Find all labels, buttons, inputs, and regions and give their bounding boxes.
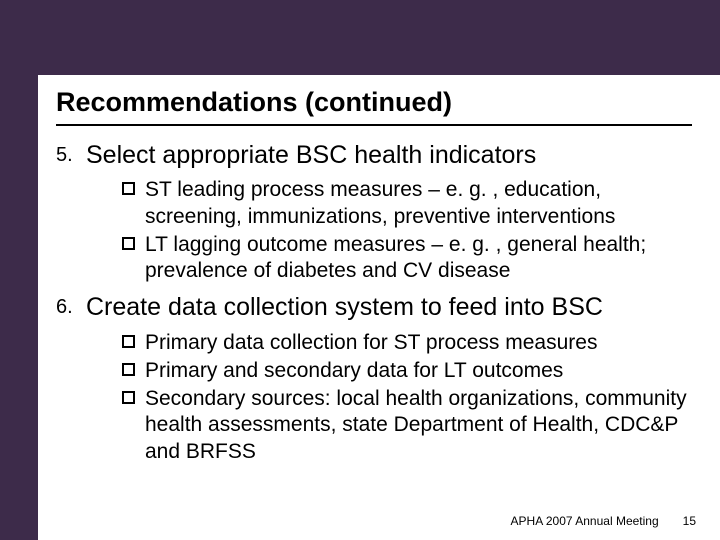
item-number: 5.: [56, 140, 86, 286]
sidebar: [0, 0, 38, 540]
square-bullet-icon: [122, 182, 135, 195]
page-number: 15: [683, 514, 696, 528]
sub-text: Primary and secondary data for LT outcom…: [145, 358, 563, 384]
list-item: 5. Select appropriate BSC health indicat…: [56, 140, 692, 286]
list-item: 6. Create data collection system to feed…: [56, 292, 692, 467]
sub-text: Secondary sources: local health organiza…: [145, 386, 692, 465]
sub-item: LT lagging outcome measures – e. g. , ge…: [122, 232, 692, 285]
square-bullet-icon: [122, 363, 135, 376]
top-bar: [0, 0, 720, 75]
item-text: Select appropriate BSC health indicators: [86, 140, 692, 171]
square-bullet-icon: [122, 335, 135, 348]
sub-text: Primary data collection for ST process m…: [145, 330, 597, 356]
sub-item: ST leading process measures – e. g. , ed…: [122, 177, 692, 230]
sub-text: ST leading process measures – e. g. , ed…: [145, 177, 692, 230]
square-bullet-icon: [122, 237, 135, 250]
slide-content: Recommendations (continued) 5. Select ap…: [38, 75, 720, 540]
sub-item: Primary data collection for ST process m…: [122, 330, 692, 356]
footer-text: APHA 2007 Annual Meeting: [511, 514, 659, 528]
square-bullet-icon: [122, 391, 135, 404]
slide-title: Recommendations (continued): [56, 87, 692, 126]
sub-list: ST leading process measures – e. g. , ed…: [86, 177, 692, 284]
item-number: 6.: [56, 292, 86, 467]
sub-item: Secondary sources: local health organiza…: [122, 386, 692, 465]
item-body: Select appropriate BSC health indicators…: [86, 140, 692, 286]
sub-list: Primary data collection for ST process m…: [86, 330, 692, 465]
item-text: Create data collection system to feed in…: [86, 292, 692, 323]
footer: APHA 2007 Annual Meeting 15: [511, 514, 696, 528]
sub-item: Primary and secondary data for LT outcom…: [122, 358, 692, 384]
sub-text: LT lagging outcome measures – e. g. , ge…: [145, 232, 692, 285]
item-body: Create data collection system to feed in…: [86, 292, 692, 467]
